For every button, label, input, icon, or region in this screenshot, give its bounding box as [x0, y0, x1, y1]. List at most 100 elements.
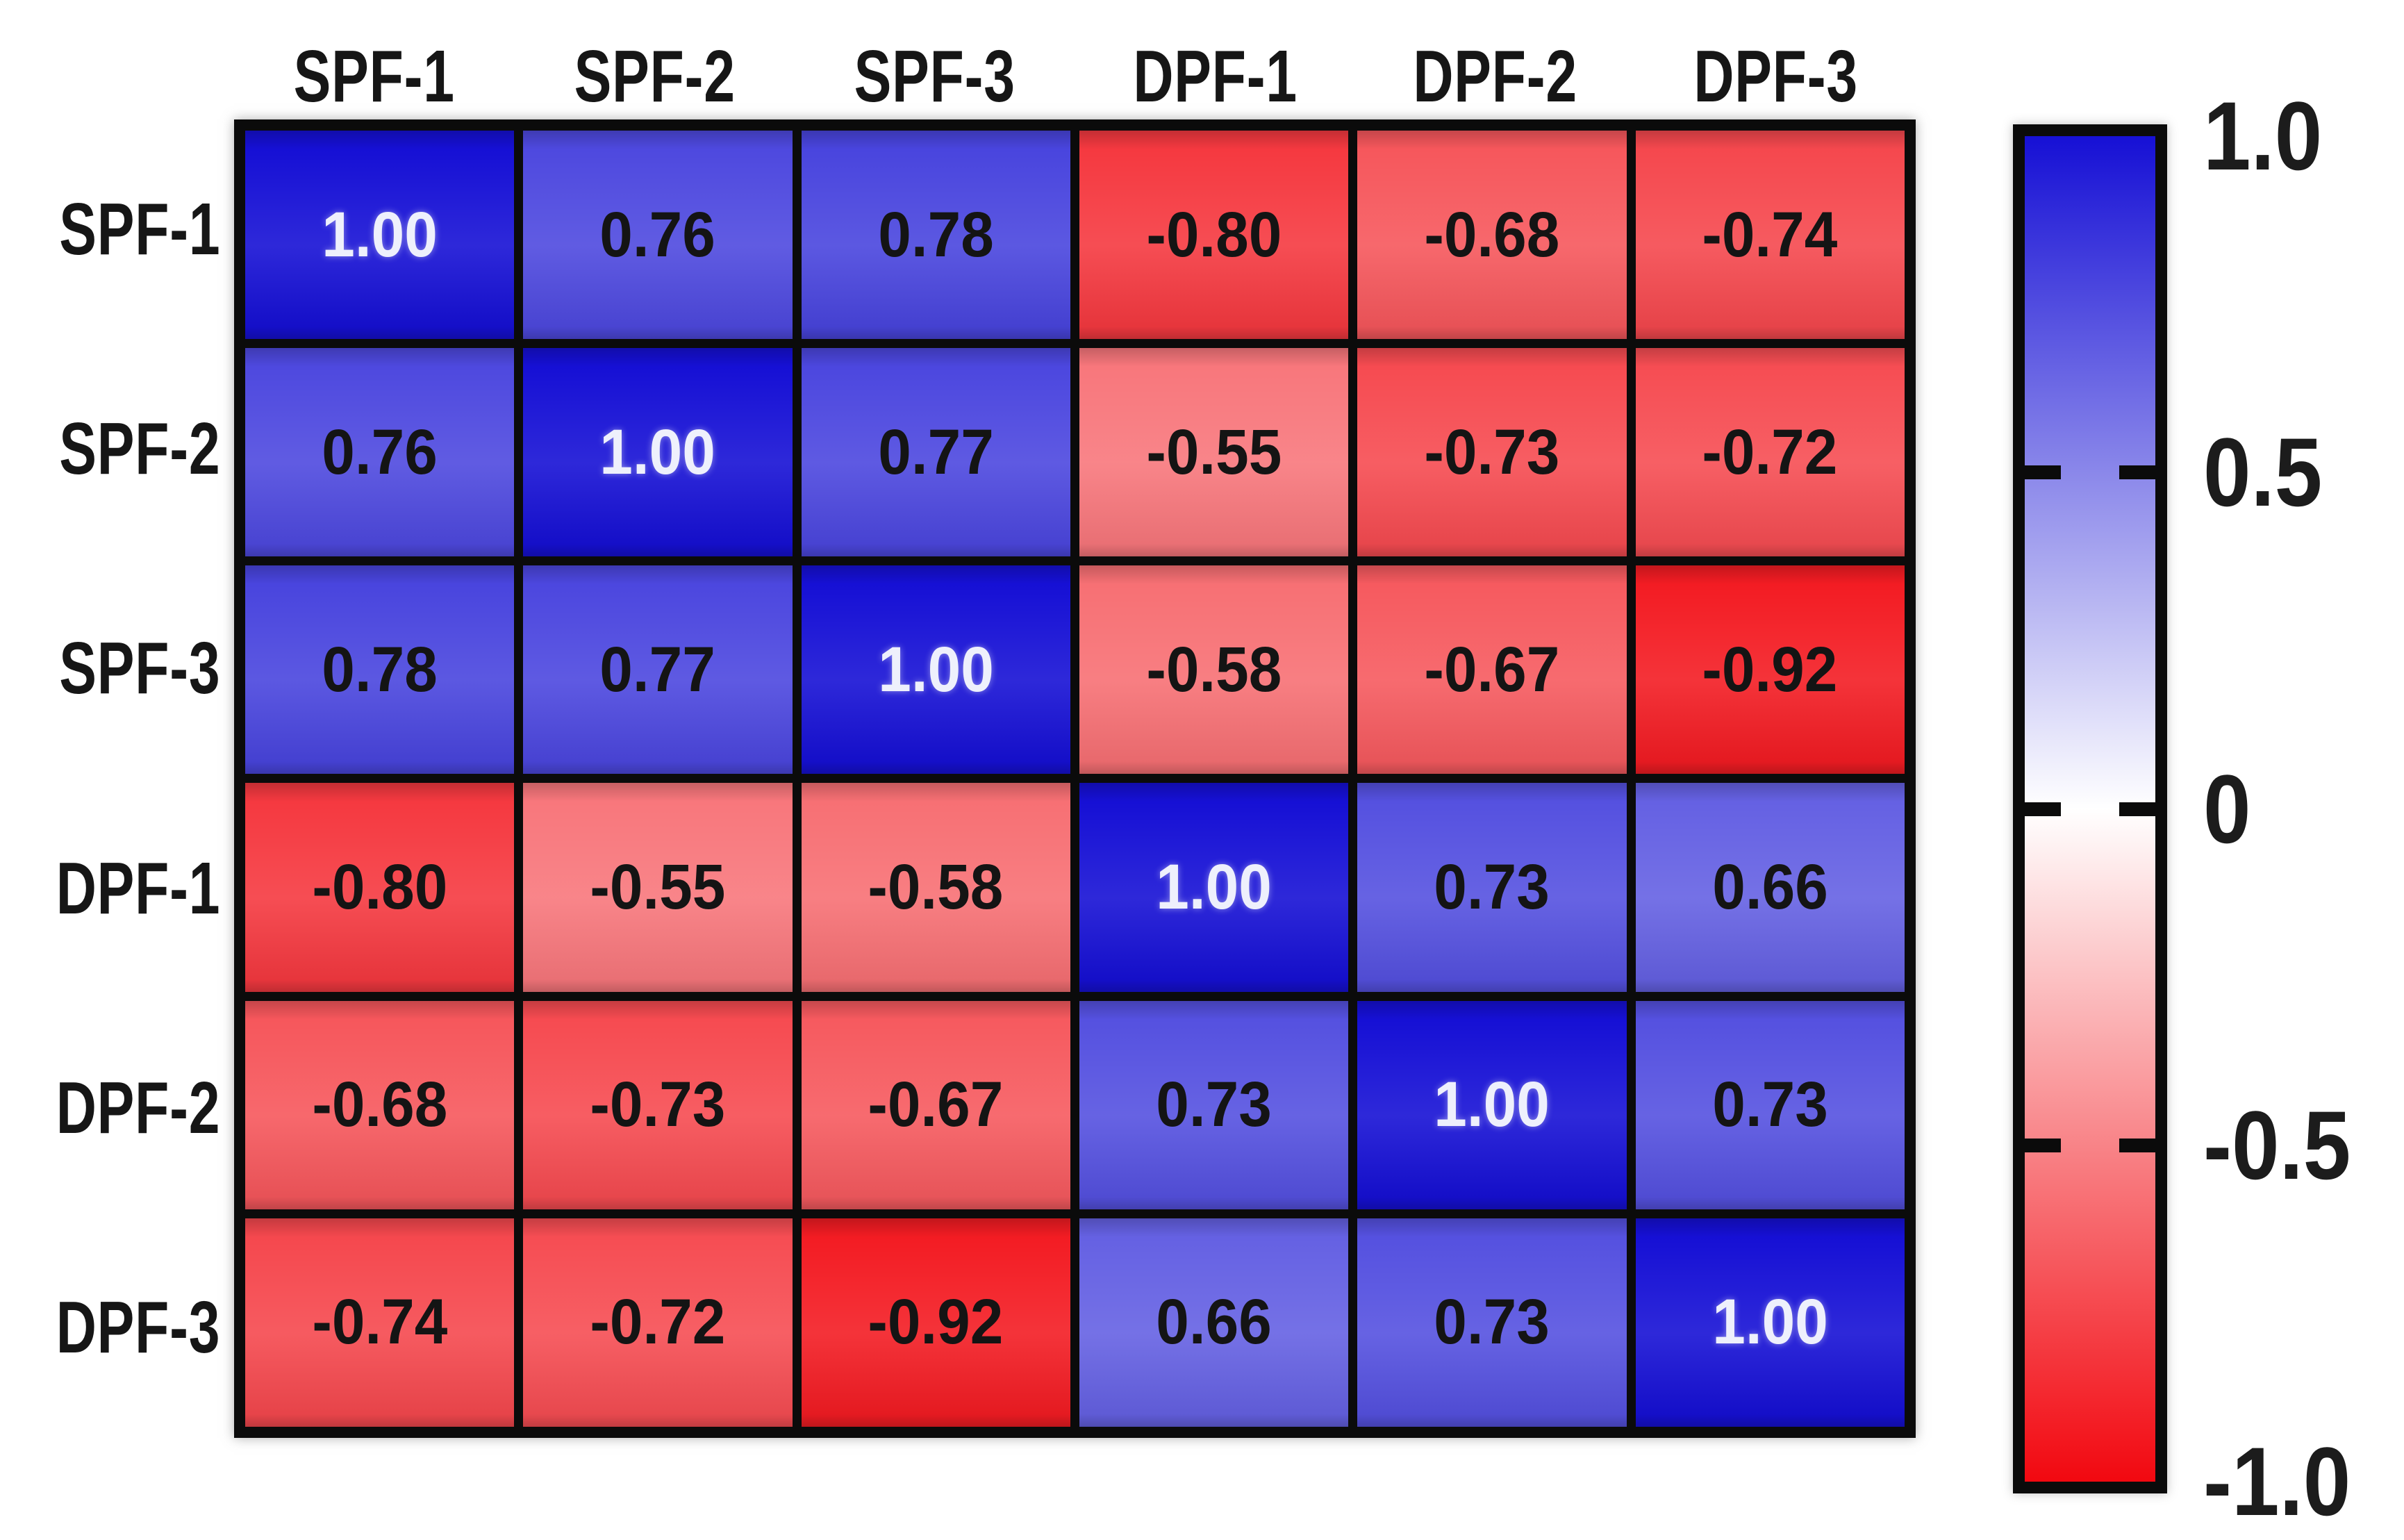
colorbar-tick-label: 0.5: [2203, 416, 2339, 529]
heatmap-cell: -0.72: [523, 1218, 793, 1427]
heatmap-cell: 0.73: [1357, 783, 1627, 992]
colorbar-tick-label: -1.0: [2203, 1425, 2371, 1538]
heatmap-cell: -0.58: [1079, 565, 1349, 775]
colorbar-tick-label-text: 0: [2203, 754, 2251, 863]
heatmap-cell: 1.00: [245, 131, 515, 340]
heatmap-cell: 0.73: [1357, 1218, 1627, 1427]
heatmap-cell-value: -0.80: [312, 852, 448, 923]
colorbar: [2013, 124, 2167, 1493]
heatmap-cell: -0.68: [245, 1000, 515, 1209]
row-label: SPF-3: [4, 559, 224, 779]
colorbar-gradient: [2025, 136, 2155, 1482]
column-header-label: DPF-3: [1693, 35, 1858, 117]
heatmap-grid: 1.00 0.76 0.78 -0.80 -0.68 -0.74 0.76 1.00 0.77 -…: [234, 119, 1916, 1438]
heatmap-cell-value: -0.72: [590, 1286, 726, 1358]
heatmap-cell-value: 1.00: [1434, 1069, 1550, 1141]
heatmap-cell: -0.73: [523, 1000, 793, 1209]
heatmap-cell-value: -0.68: [312, 1069, 448, 1141]
heatmap-cell-value: -0.72: [1702, 416, 1838, 488]
heatmap-cell-value: 0.77: [878, 416, 994, 488]
colorbar-tick: [2119, 802, 2155, 816]
colorbar-tick: [2119, 1138, 2155, 1152]
column-header: SPF-1: [234, 35, 515, 119]
row-label-text: SPF-3: [59, 627, 221, 710]
column-headers: SPF-1 SPF-2 SPF-3 DPF-1 DPF-2 DPF-3: [234, 35, 1916, 117]
heatmap-cell-value: 0.73: [1434, 1286, 1550, 1358]
row-label-text: DPF-2: [56, 1066, 221, 1149]
heatmap-cell-value: -0.73: [590, 1069, 726, 1141]
heatmap-cell: -0.92: [1635, 565, 1905, 775]
heatmap-cell: 0.76: [245, 348, 515, 557]
heatmap-cell: 0.78: [801, 131, 1070, 340]
row-label: SPF-1: [4, 119, 224, 339]
heatmap-cell-value: -0.67: [1424, 634, 1560, 705]
heatmap-cell: -0.68: [1357, 131, 1627, 340]
heatmap-cell-value: -0.80: [1146, 199, 1282, 270]
heatmap-cell-value: 1.00: [322, 199, 438, 270]
heatmap-cell-value: 0.73: [1156, 1069, 1272, 1141]
heatmap-cell: 0.77: [801, 348, 1070, 557]
heatmap-cell-value: -0.92: [1702, 634, 1838, 705]
heatmap-cell: -0.58: [801, 783, 1070, 992]
heatmap-cell: 0.77: [523, 565, 793, 775]
colorbar-tick-label-text: 1.0: [2203, 81, 2323, 190]
column-header: DPF-1: [1075, 35, 1356, 119]
heatmap-cell-value: 1.00: [878, 634, 994, 705]
heatmap-cell: -0.73: [1357, 348, 1627, 557]
column-header-label: DPF-1: [1132, 35, 1298, 117]
heatmap-cell-value: -0.67: [868, 1069, 1004, 1141]
heatmap-cell: 0.66: [1635, 783, 1905, 992]
column-header-label: SPF-1: [293, 35, 455, 117]
row-label-text: SPF-2: [59, 407, 221, 490]
row-label: DPF-3: [4, 1218, 224, 1438]
colorbar-tick-label: -0.5: [2203, 1089, 2371, 1202]
colorbar-tick: [2025, 802, 2061, 816]
heatmap-cell: -0.74: [245, 1218, 515, 1427]
colorbar-tick-label-text: -1.0: [2203, 1427, 2351, 1536]
colorbar-tick-label-text: -0.5: [2203, 1090, 2351, 1200]
heatmap-cell: -0.55: [523, 783, 793, 992]
heatmap-cell: 0.78: [245, 565, 515, 775]
row-labels: SPF-1 SPF-2 SPF-3 DPF-1 DPF-2 DPF-3: [4, 119, 220, 1438]
heatmap-cell-value: 0.76: [599, 199, 716, 270]
heatmap-cell: -0.74: [1635, 131, 1905, 340]
column-header: SPF-3: [795, 35, 1075, 119]
heatmap-cell: 1.00: [523, 348, 793, 557]
heatmap-cell-value: 0.66: [1156, 1286, 1272, 1358]
heatmap-cell-value: 0.76: [322, 416, 438, 488]
heatmap-cell-value: 0.73: [1434, 852, 1550, 923]
heatmap-cell-value: -0.58: [1146, 634, 1282, 705]
heatmap-cell-value: 0.78: [878, 199, 994, 270]
heatmap-cell: 1.00: [1635, 1218, 1905, 1427]
colorbar-tick-label: 0: [2203, 753, 2257, 866]
heatmap-cell: -0.80: [1079, 131, 1349, 340]
column-header-label: SPF-2: [574, 35, 736, 117]
row-label-text: DPF-3: [56, 1286, 221, 1369]
colorbar-tick-label: 1.0: [2203, 80, 2339, 192]
heatmap-cell: 1.00: [1357, 1000, 1627, 1209]
row-label: SPF-2: [4, 339, 224, 558]
heatmap-cell: 0.73: [1635, 1000, 1905, 1209]
heatmap-cell-value: 1.00: [1156, 852, 1272, 923]
heatmap-cell-value: 0.77: [599, 634, 716, 705]
column-header: DPF-2: [1355, 35, 1636, 119]
heatmap-cell: 1.00: [1079, 783, 1349, 992]
row-label-text: SPF-1: [59, 188, 221, 270]
colorbar-tick: [2025, 465, 2061, 480]
heatmap-cell: -0.72: [1635, 348, 1905, 557]
heatmap-cell-value: -0.58: [868, 852, 1004, 923]
heatmap-cell: -0.80: [245, 783, 515, 992]
heatmap-cell-value: 0.78: [322, 634, 438, 705]
heatmap-cell: -0.67: [801, 1000, 1070, 1209]
heatmap-cell-value: -0.55: [590, 852, 726, 923]
heatmap-cell: 0.66: [1079, 1218, 1349, 1427]
heatmap-cell: 1.00: [801, 565, 1070, 775]
column-header-label: DPF-2: [1413, 35, 1578, 117]
heatmap-cell: 0.76: [523, 131, 793, 340]
heatmap-cell-value: -0.55: [1146, 416, 1282, 488]
column-header: DPF-3: [1636, 35, 1916, 119]
heatmap-cell-value: 0.73: [1712, 1069, 1828, 1141]
row-label-text: DPF-1: [56, 847, 221, 929]
